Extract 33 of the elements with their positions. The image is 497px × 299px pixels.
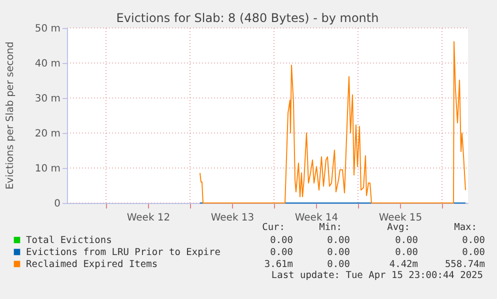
text: Max: xyxy=(454,222,477,233)
legend-label: Evictions from LRU Prior to Expire xyxy=(26,247,221,258)
y-tick-label: 30 m xyxy=(34,94,60,104)
text: 0.00 xyxy=(395,247,418,258)
text: 0.00 xyxy=(395,235,418,246)
line-series xyxy=(200,41,466,204)
legend-label: Total Evictions xyxy=(26,235,112,246)
y-tick-label: 40 m xyxy=(34,58,60,70)
text: 0.00 xyxy=(462,235,486,246)
x-tick-label: Week 14 xyxy=(294,212,338,224)
text: 0.00 xyxy=(270,247,294,258)
y-tick-label: 50 m xyxy=(34,24,60,34)
text: Cur: xyxy=(262,222,285,233)
y-tick-label: 10 m xyxy=(34,164,60,174)
text: 0.00 xyxy=(462,247,486,258)
text: 0.00 xyxy=(327,247,350,258)
x-tick-label: Week 15 xyxy=(378,212,422,224)
text: 558.74m xyxy=(444,259,486,270)
text: Last update: Tue Apr 15 23:00:44 2025 xyxy=(271,270,483,281)
text: 3.61m xyxy=(264,259,294,270)
text: Avg: xyxy=(387,222,410,233)
y-tick-label: 20 m xyxy=(34,128,60,140)
x-tick-label: Week 13 xyxy=(210,212,254,224)
y-tick-label: 0 xyxy=(54,198,60,210)
text: 4.42m xyxy=(389,259,418,270)
x-tick-label: Week 12 xyxy=(126,212,170,224)
legend-label: Reclaimed Expired Items xyxy=(26,259,158,270)
chart-title: Evictions for Slab: 8 (480 Bytes) - by month xyxy=(116,11,379,25)
y-axis-title: Evictions per Slab per second xyxy=(5,41,16,190)
text: 0.00 xyxy=(327,235,350,246)
text: Min: xyxy=(319,222,342,233)
text: 0.00 xyxy=(327,259,350,270)
text: 0.00 xyxy=(270,235,294,246)
